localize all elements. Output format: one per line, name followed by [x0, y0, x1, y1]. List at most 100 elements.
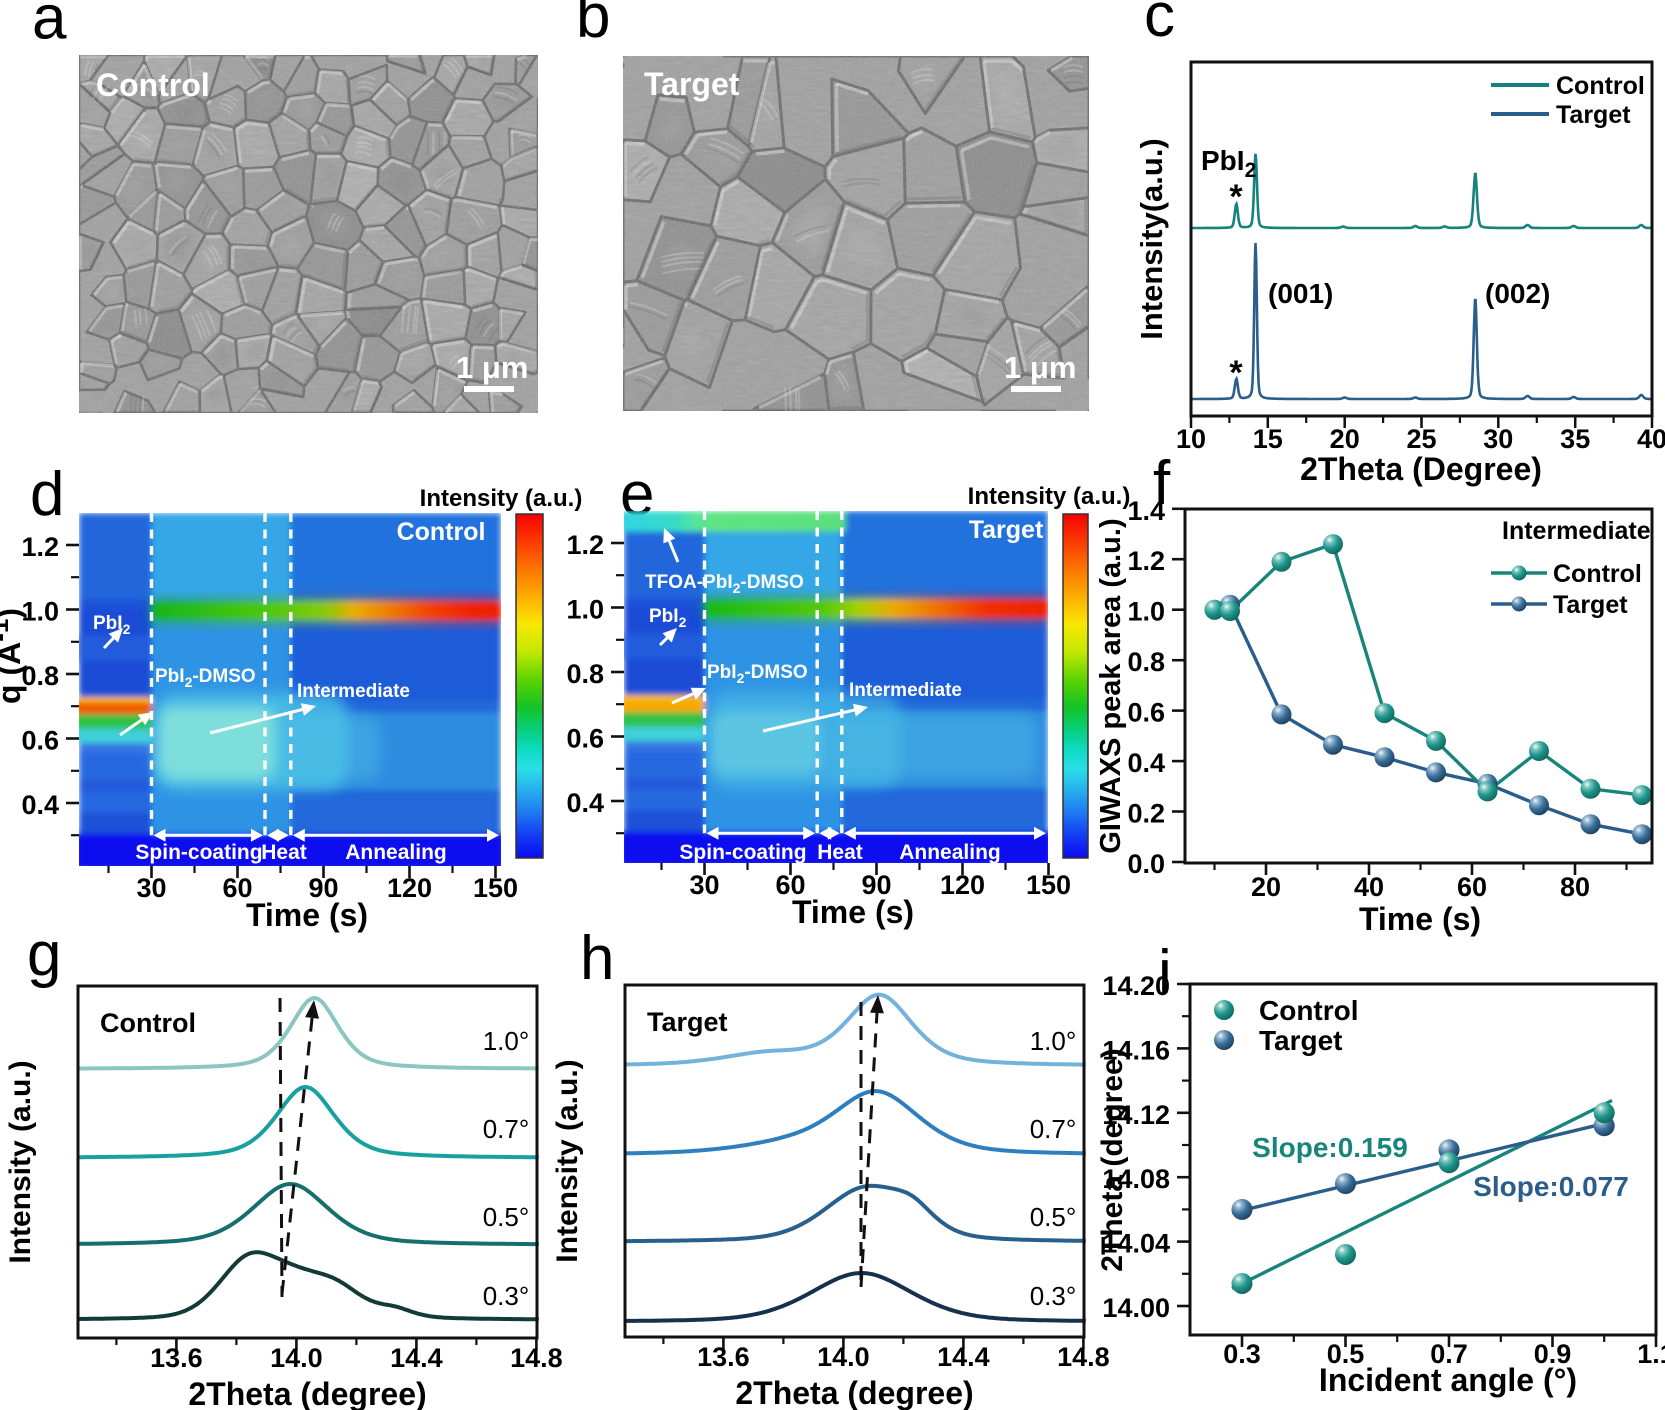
svg-text:GIWAXS peak area (a.u.): GIWAXS peak area (a.u.)	[1095, 518, 1127, 853]
svg-text:PbI2: PbI2	[1201, 145, 1256, 182]
svg-text:Control: Control	[1259, 995, 1359, 1026]
svg-text:60: 60	[222, 873, 252, 903]
svg-text:2Theta (degree): 2Theta (degree)	[735, 1375, 973, 1410]
svg-text:Intermediate: Intermediate	[849, 680, 962, 701]
svg-text:14.8: 14.8	[1057, 1342, 1110, 1372]
svg-text:2Theta (degree): 2Theta (degree)	[1096, 1048, 1129, 1271]
svg-text:0.5°: 0.5°	[1030, 1202, 1077, 1232]
svg-text:Heat: Heat	[261, 841, 307, 864]
svg-text:(002): (002)	[1485, 278, 1550, 309]
svg-text:20: 20	[1251, 872, 1281, 902]
svg-text:d: d	[30, 460, 64, 529]
svg-text:0.9: 0.9	[1534, 1339, 1572, 1369]
svg-text:0.3: 0.3	[1223, 1339, 1261, 1369]
svg-text:13.6: 13.6	[697, 1342, 750, 1372]
svg-text:0.2: 0.2	[1127, 799, 1165, 829]
svg-text:2Theta (Degree): 2Theta (Degree)	[1300, 451, 1542, 487]
svg-text:Spin-coating: Spin-coating	[135, 841, 262, 864]
svg-text:14.04: 14.04	[1102, 1229, 1170, 1259]
svg-text:14.0: 14.0	[817, 1342, 870, 1372]
svg-text:1 μm: 1 μm	[456, 350, 528, 385]
svg-text:Intensity (a.u.): Intensity (a.u.)	[4, 1060, 37, 1263]
svg-text:14.20: 14.20	[1102, 971, 1170, 1001]
svg-text:0.4: 0.4	[566, 788, 604, 818]
svg-text:1.0°: 1.0°	[1030, 1026, 1077, 1056]
svg-text:g: g	[27, 920, 61, 989]
svg-text:40: 40	[1637, 424, 1665, 454]
svg-text:0.4: 0.4	[1127, 748, 1165, 778]
svg-text:f: f	[1153, 449, 1171, 518]
svg-text:Target: Target	[1259, 1025, 1343, 1056]
svg-text:Slope:0.077: Slope:0.077	[1473, 1171, 1629, 1202]
svg-text:*: *	[1229, 178, 1243, 216]
svg-text:0.7°: 0.7°	[483, 1114, 530, 1144]
svg-text:120: 120	[387, 873, 432, 903]
svg-text:0.8: 0.8	[1127, 647, 1165, 677]
svg-text:0.8: 0.8	[21, 661, 59, 691]
svg-text:Control: Control	[397, 518, 486, 546]
svg-text:Time (s): Time (s)	[792, 894, 914, 930]
svg-text:Intermediate: Intermediate	[297, 681, 410, 702]
svg-text:30: 30	[136, 873, 166, 903]
svg-text:60: 60	[775, 870, 805, 900]
svg-text:90: 90	[861, 870, 891, 900]
svg-text:Target: Target	[644, 66, 740, 102]
svg-text:0.7: 0.7	[1430, 1339, 1468, 1369]
svg-text:14.12: 14.12	[1102, 1100, 1170, 1130]
svg-text:35: 35	[1560, 424, 1590, 454]
svg-text:Control: Control	[100, 1008, 196, 1038]
svg-text:*: *	[1229, 354, 1243, 392]
svg-text:0.0: 0.0	[1127, 849, 1165, 879]
svg-text:60: 60	[1457, 872, 1487, 902]
svg-text:14.0: 14.0	[270, 1343, 323, 1373]
svg-text:1.0: 1.0	[1127, 597, 1165, 627]
svg-text:Target: Target	[647, 1007, 728, 1037]
svg-text:40: 40	[1354, 872, 1384, 902]
svg-text:c: c	[1144, 0, 1175, 50]
svg-text:0.3°: 0.3°	[1030, 1281, 1077, 1311]
svg-text:Control: Control	[96, 67, 210, 103]
svg-text:30: 30	[1483, 424, 1513, 454]
svg-text:0.4: 0.4	[21, 790, 59, 820]
svg-text:0.6: 0.6	[21, 726, 59, 756]
svg-text:14.00: 14.00	[1102, 1293, 1170, 1323]
svg-text:0.3°: 0.3°	[483, 1281, 530, 1311]
svg-text:Target: Target	[1553, 591, 1628, 619]
svg-text:2Theta (degree): 2Theta (degree)	[188, 1376, 426, 1410]
svg-text:25: 25	[1406, 424, 1436, 454]
svg-text:0.5: 0.5	[1327, 1339, 1365, 1369]
svg-text:0.6: 0.6	[566, 724, 604, 754]
svg-text:14.4: 14.4	[937, 1342, 990, 1372]
svg-text:Time (s): Time (s)	[1359, 901, 1481, 937]
svg-text:Control: Control	[1556, 72, 1645, 100]
svg-text:150: 150	[473, 873, 518, 903]
svg-text:Intensity(a.u.): Intensity(a.u.)	[1134, 138, 1169, 340]
svg-text:10: 10	[1176, 424, 1206, 454]
svg-text:TFOA-PbI2-DMSO: TFOA-PbI2-DMSO	[645, 572, 804, 596]
svg-text:PbI2-DMSO: PbI2-DMSO	[155, 666, 256, 690]
svg-text:h: h	[580, 924, 614, 993]
svg-text:1.1: 1.1	[1637, 1339, 1665, 1369]
svg-text:(001): (001)	[1268, 278, 1333, 309]
svg-text:30: 30	[689, 870, 719, 900]
svg-text:0.8: 0.8	[566, 659, 604, 689]
svg-text:1.0: 1.0	[566, 595, 604, 625]
svg-text:15: 15	[1253, 424, 1283, 454]
svg-text:Incident angle (°): Incident angle (°)	[1319, 1362, 1577, 1398]
svg-text:13.6: 13.6	[150, 1343, 203, 1373]
svg-text:1.2: 1.2	[566, 530, 604, 560]
svg-text:14.8: 14.8	[510, 1343, 563, 1373]
svg-text:Annealing: Annealing	[345, 841, 447, 864]
svg-text:150: 150	[1026, 870, 1071, 900]
svg-text:1.2: 1.2	[1127, 546, 1165, 576]
svg-text:Target: Target	[1556, 101, 1631, 129]
svg-text:Time (s): Time (s)	[246, 897, 368, 933]
svg-text:14.16: 14.16	[1102, 1035, 1170, 1065]
svg-text:0.6: 0.6	[1127, 698, 1165, 728]
svg-text:0.5°: 0.5°	[483, 1202, 530, 1232]
svg-text:a: a	[32, 0, 67, 53]
svg-text:Intensity (a.u.): Intensity (a.u.)	[420, 485, 583, 512]
svg-text:b: b	[576, 0, 610, 51]
svg-text:120: 120	[940, 870, 985, 900]
svg-text:Intensity (a.u.): Intensity (a.u.)	[551, 1059, 584, 1262]
